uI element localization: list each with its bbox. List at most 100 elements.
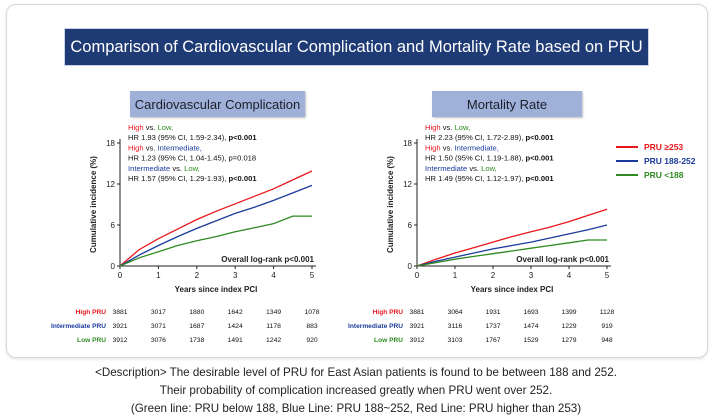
annotation-part: vs. [144,143,158,152]
x-tick-label: 0 [415,271,420,280]
risk-table-value: 3017 [151,309,166,316]
legend-label: PRU ≥253 [644,142,683,152]
x-tick-label: 1 [156,271,161,280]
annotation-part: p<0.001 [525,154,554,163]
risk-table-value: 3881 [112,309,127,316]
risk-table-value: 1931 [485,309,500,316]
risk-table-row-label: Low PRU [374,337,403,344]
y-tick-label: 6 [111,221,116,230]
annotation-part: p<0.001 [525,133,554,142]
series-line-intermediate-pru [119,184,313,267]
annotation-part: HR 1.57 (95% CI, 1.29-1.93), [128,174,228,183]
annotation-part: p<0.001 [228,174,257,183]
risk-table-row-label: Intermediate PRU [348,323,403,330]
x-tick-label: 0 [118,271,123,280]
risk-table-value: 1242 [266,337,281,344]
risk-table-row-label: High PRU [373,309,404,316]
risk-table-value: 3076 [151,337,166,344]
risk-table-value: 3881 [409,309,424,316]
risk-table-value: 919 [601,323,613,330]
series-line-intermediate-pru [416,224,608,267]
annotation-part: p<0.001 [525,174,554,183]
risk-table-row-label: Intermediate PRU [51,323,106,330]
x-tick-label: 2 [195,271,200,280]
risk-table-value: 1491 [228,337,243,344]
y-tick-label: 12 [106,180,115,189]
x-axis-label: Years since index PCI [175,285,258,294]
annotation-part: p<0.001 [228,133,257,142]
hazard-ratio-annotation: High vs. Low, [425,123,470,132]
logrank-label: Overall log-rank p<0.001 [221,255,314,264]
annotation-part: Intermediate [425,164,467,173]
annotation-part: HR 1.23 (95% CI, 1.04-1.45), p=0.018 [128,154,256,163]
y-tick-label: 6 [408,221,413,230]
risk-table-value: 3921 [409,323,424,330]
risk-table-value: 1178 [266,323,281,330]
risk-table-row-label: Low PRU [77,337,106,344]
series-line-low-pru [416,239,607,267]
risk-table-value: 1349 [266,309,281,316]
hazard-ratio-annotation: Intermediate vs. Low, [128,164,200,173]
annotation-part: HR 1.49 (95% CI, 1.12-1.97), [425,174,525,183]
risk-table-value: 948 [601,337,613,344]
annotation-part: Intermediate, [455,143,499,152]
risk-table-value: 1078 [304,309,319,316]
x-axis-label: Years since index PCI [471,285,554,294]
risk-table-value: 3912 [112,337,127,344]
series-line-high-pru [119,170,313,267]
risk-table-value: 920 [306,337,318,344]
series-line-high-pru [416,208,608,267]
annotation-part: vs. [170,164,184,173]
risk-table-value: 1128 [600,309,615,316]
annotation-part: High [425,123,441,132]
annotation-part: HR 2.23 (95% CI, 1.72-2.89), [425,133,525,142]
annotation-part: High [128,143,144,152]
hazard-ratio-annotation: HR 1.93 (95% CI, 1.59-2.34), p<0.001 [128,133,257,142]
y-tick-label: 12 [403,180,412,189]
y-tick-label: 0 [111,262,116,271]
annotation-part: Intermediate [128,164,170,173]
x-tick-label: 3 [529,271,534,280]
risk-table-value: 3912 [409,337,424,344]
risk-table-value: 3921 [112,323,127,330]
description-line-2: Their probability of complication increa… [159,384,553,397]
x-tick-label: 4 [271,271,276,280]
y-tick-label: 18 [106,139,115,148]
annotation-part: High [425,143,441,152]
hazard-ratio-annotation: HR 2.23 (95% CI, 1.72-2.89), p<0.001 [425,133,554,142]
annotation-part: Low, [455,123,471,132]
annotation-part: vs. [144,123,158,132]
x-tick-label: 1 [453,271,458,280]
annotation-part: vs. [441,143,455,152]
annotation-part: Low, [481,164,497,173]
risk-table-value: 1279 [561,337,576,344]
hazard-ratio-annotation: HR 1.50 (95% CI, 1.19-1.88), p<0.001 [425,154,554,163]
series-line-low-pru [119,215,312,267]
risk-table-value: 3071 [151,323,166,330]
logrank-label: Overall log-rank p<0.001 [516,255,609,264]
annotation-part: vs. [467,164,481,173]
x-tick-label: 2 [491,271,496,280]
risk-table-value: 3103 [447,337,462,344]
risk-table-value: 1880 [189,309,204,316]
risk-table-value: 1767 [485,337,500,344]
hazard-ratio-annotation: High vs. Intermediate, [425,143,499,152]
risk-table-value: 1424 [228,323,243,330]
x-tick-label: 3 [233,271,238,280]
annotation-part: Intermediate, [158,143,202,152]
risk-table-value: 1229 [561,323,576,330]
x-tick-label: 4 [567,271,572,280]
y-tick-label: 0 [408,262,413,271]
risk-table-value: 1529 [523,337,538,344]
risk-table-value: 1687 [189,323,204,330]
page-title: Comparison of Cardiovascular Complicatio… [64,28,649,66]
y-tick-label: 18 [403,139,412,148]
x-tick-label: 5 [310,271,315,280]
annotation-part: Low, [158,123,174,132]
risk-table-value: 883 [306,323,318,330]
risk-table-value: 1738 [189,337,204,344]
hazard-ratio-annotation: HR 1.23 (95% CI, 1.04-1.45), p=0.018 [128,154,256,163]
hazard-ratio-annotation: High vs. Low, [128,123,173,132]
chart-title-mortality: Mortality Rate [432,91,582,117]
